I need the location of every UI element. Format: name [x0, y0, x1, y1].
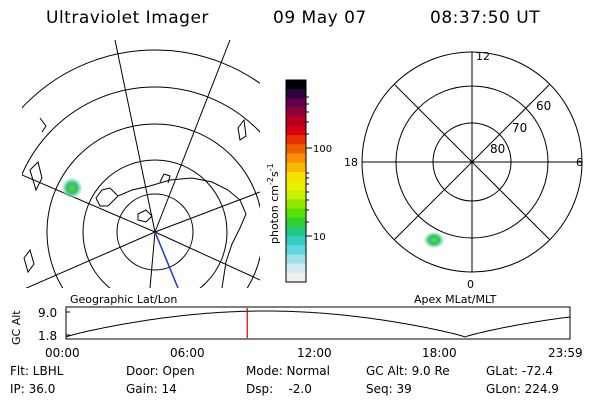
colorbar-segment: [286, 116, 306, 127]
colorbar-ticks: [306, 96, 312, 237]
time-tick-1800: 18:00: [422, 346, 457, 360]
colorbar-segment: [286, 254, 306, 265]
instrument-title: Ultraviolet Imager: [46, 8, 209, 28]
param-seq: Seq: 39: [366, 382, 412, 396]
colorbar-unit-label: photon cm-2s-1: [266, 163, 281, 244]
colorbar-segment: [286, 245, 306, 255]
time-tick-0600: 06:00: [170, 346, 205, 360]
param-gain: Gain: 14: [126, 382, 177, 396]
time-tick-1200: 12:00: [297, 346, 332, 360]
param-mode: Mode: Normal: [246, 364, 330, 378]
colorbar-segment: [286, 144, 306, 154]
time-label: 08:37:50 UT: [430, 8, 541, 28]
geographic-map: [22, 40, 260, 288]
lat-label-60: 60: [536, 99, 551, 113]
colorbar-segment: [286, 226, 306, 237]
colorbar-segment: [286, 208, 306, 219]
colorbar-segment: [286, 181, 306, 191]
colorbar-segment: [286, 107, 306, 118]
param-glon: GLon: 224.9: [486, 382, 559, 396]
aurora-emission-left: [62, 178, 82, 198]
mlt-label-0: 0: [467, 278, 474, 291]
aurora-emission-right: [424, 232, 444, 248]
colorbar-segment: [286, 171, 306, 182]
altitude-curve: [65, 310, 571, 338]
param-dsp: Dsp: -2.0: [246, 382, 312, 396]
param-glat: GLat: -72.4: [486, 364, 553, 378]
param-door: Door: Open: [126, 364, 195, 378]
altitude-tick-9: 9.0: [38, 306, 57, 320]
polar-map: [361, 51, 583, 273]
colorbar-segment: [286, 98, 306, 109]
colorbar-segment: [286, 272, 306, 283]
colorbar-segment: [286, 199, 306, 210]
colorbar-segment: [286, 80, 306, 90]
colorbar-tick-10: 10: [313, 232, 326, 243]
mlt-label-12: 12: [476, 50, 490, 63]
lat-label-70: 70: [512, 121, 527, 135]
date-label: 09 May 07: [273, 8, 367, 28]
time-tick-0000: 00:00: [45, 346, 80, 360]
colorbar-tick-100: 100: [313, 144, 332, 155]
altitude-axis-title: GC Alt: [10, 310, 23, 345]
param-gc-alt: GC Alt: 9.0 Re: [366, 364, 450, 378]
colorbar-segment: [286, 153, 306, 164]
colorbar-segment: [286, 89, 306, 99]
lat-label-80: 80: [490, 142, 505, 156]
altitude-tick-1.8: 1.8: [38, 329, 57, 343]
time-tick-2359: 23:59: [548, 346, 583, 360]
colorbar-segment: [286, 135, 306, 145]
colorbar: [286, 80, 306, 283]
colorbar-frame: [285, 79, 307, 283]
right-map-label: Apex MLat/MLT: [414, 293, 497, 306]
colorbar-segment: [286, 162, 306, 173]
colorbar-segment: [286, 236, 306, 246]
altitude-strip-frame: [65, 306, 571, 340]
colorbar-segment: [286, 190, 306, 200]
param-filter: Flt: LBHL: [10, 364, 64, 378]
mlt-label-6: 6: [576, 156, 583, 169]
left-map-label: Geographic Lat/Lon: [70, 293, 177, 306]
param-ip: IP: 36.0: [10, 382, 56, 396]
colorbar-segment: [286, 125, 306, 136]
colorbar-segment: [286, 263, 306, 274]
mlt-label-18: 18: [344, 156, 358, 169]
colorbar-segment: [286, 217, 306, 228]
altitude-strip-ticks: [66, 311, 70, 336]
